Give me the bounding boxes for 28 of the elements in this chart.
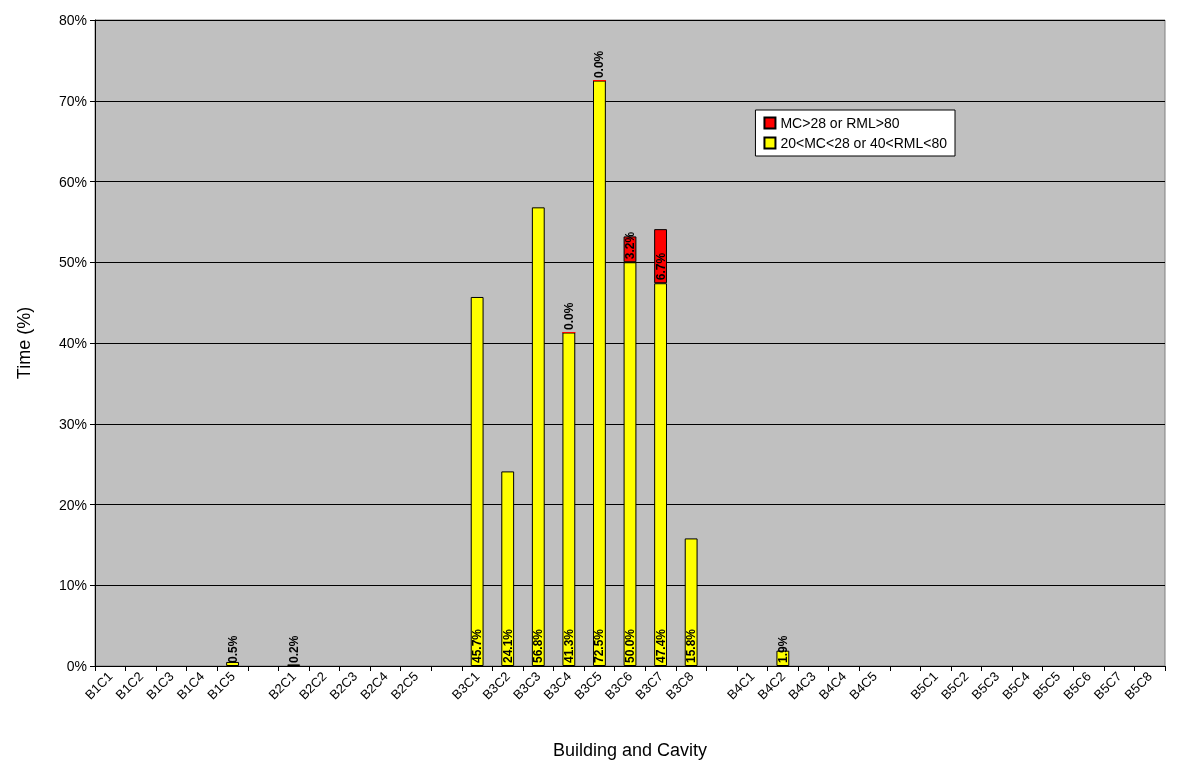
data-label: 0.0% <box>561 302 576 330</box>
data-label: 1.9% <box>775 635 790 663</box>
data-label: 3.2% <box>623 231 637 260</box>
y-tick-label: 50% <box>58 254 87 271</box>
data-label: 15.8% <box>684 628 699 663</box>
data-label: 56.8% <box>531 628 546 663</box>
data-label: 24.1% <box>500 628 515 663</box>
x-axis-title: Building and Cavity <box>552 740 708 760</box>
data-label: 50.0% <box>623 628 637 663</box>
legend-label: 20<MC<28 or 40<RML<80 <box>780 135 948 151</box>
data-label: 47.4% <box>653 628 668 663</box>
data-label: 72.5% <box>592 628 607 663</box>
y-tick-label: 10% <box>58 577 87 594</box>
data-label: 45.7% <box>470 628 485 663</box>
data-label: 0.2% <box>286 635 301 663</box>
y-tick-label: 70% <box>58 92 87 109</box>
y-tick-label: 0% <box>66 658 87 674</box>
legend-label: MC>28 or RML>80 <box>780 115 900 131</box>
data-label: 0.0% <box>592 50 607 79</box>
y-tick-label: 40% <box>58 335 87 351</box>
y-tick-label: 20% <box>58 496 87 513</box>
y-axis-title: Time (%) <box>14 306 34 380</box>
data-label: 0.5% <box>225 635 240 663</box>
y-tick-label: 60% <box>58 173 87 190</box>
data-label: 41.3% <box>561 628 576 663</box>
y-tick-label: 80% <box>58 12 87 28</box>
y-tick-label: 30% <box>58 415 87 432</box>
data-label: 6.7% <box>653 252 668 281</box>
